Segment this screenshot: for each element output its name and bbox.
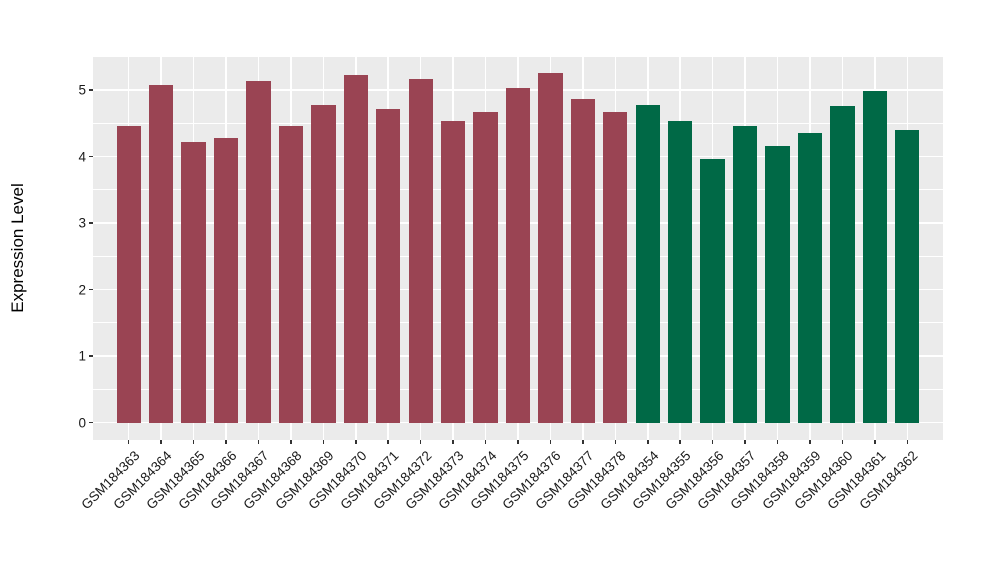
bar-GSM184370: [343, 75, 368, 423]
x-tick-mark: [484, 440, 487, 444]
x-tick-mark: [841, 440, 844, 444]
bar-GSM184360: [830, 106, 855, 423]
x-tick-mark: [127, 440, 130, 444]
bar-GSM184355: [668, 120, 693, 423]
y-tick-label: 1: [78, 348, 86, 364]
x-tick-mark: [419, 440, 422, 444]
y-tick-label: 4: [78, 149, 86, 165]
x-tick-mark: [582, 440, 584, 444]
bar-GSM184357: [732, 125, 758, 423]
bar-GSM184377: [570, 99, 596, 423]
bar-GSM184374: [473, 112, 498, 423]
x-tick-mark: [322, 440, 325, 444]
bar-GSM184365: [181, 141, 206, 423]
bar-GSM184363: [116, 125, 141, 423]
y-tick-mark: [89, 421, 93, 424]
y-tick-label: 5: [78, 82, 86, 98]
x-tick-mark: [517, 440, 519, 444]
bar-GSM184376: [538, 72, 563, 423]
x-tick-mark: [225, 440, 227, 444]
x-tick-mark: [160, 440, 162, 444]
x-tick-mark: [452, 440, 454, 444]
x-tick-mark: [290, 440, 292, 444]
bar-GSM184369: [311, 104, 336, 423]
y-tick-mark: [89, 89, 93, 91]
x-tick-mark: [257, 440, 260, 444]
y-axis-title: Expression Level: [8, 183, 27, 313]
bar-GSM184366: [213, 137, 239, 423]
x-tick-mark: [874, 440, 876, 444]
bar-GSM184375: [505, 88, 531, 423]
bar-GSM184359: [797, 133, 823, 423]
y-tick-mark: [89, 288, 93, 291]
gridline-minor: [93, 56, 943, 58]
x-tick-mark: [776, 440, 779, 444]
bar-GSM184358: [765, 145, 790, 423]
y-tick-label: 3: [78, 215, 86, 231]
x-tick-mark: [192, 440, 195, 444]
gridline-major: [93, 421, 943, 424]
bar-GSM184372: [408, 79, 433, 423]
bar-GSM184362: [895, 129, 920, 423]
bar-GSM184354: [635, 104, 660, 423]
plot-panel: [93, 56, 943, 440]
bar-GSM184367: [246, 81, 271, 423]
y-tick-label: 0: [78, 415, 86, 431]
y-tick-mark: [89, 222, 93, 224]
x-tick-mark: [809, 440, 811, 444]
y-tick-label: 2: [78, 282, 86, 298]
x-tick-mark: [387, 440, 389, 444]
x-tick-mark: [549, 440, 552, 444]
y-tick-mark: [89, 155, 93, 158]
x-tick-mark: [744, 440, 746, 444]
bar-GSM184373: [440, 120, 466, 423]
x-tick-mark: [647, 440, 649, 444]
bar-GSM184368: [278, 125, 304, 423]
bar-GSM184364: [148, 85, 174, 423]
x-tick-mark: [679, 440, 681, 444]
x-tick-mark: [355, 440, 357, 444]
y-tick-mark: [89, 355, 93, 357]
x-tick-mark: [614, 440, 617, 444]
x-tick-mark: [906, 440, 909, 444]
x-tick-mark: [711, 440, 714, 444]
bar-GSM184378: [603, 112, 628, 423]
bar-GSM184361: [862, 91, 888, 423]
bar-GSM184356: [700, 159, 725, 423]
bar-GSM184371: [376, 108, 401, 423]
